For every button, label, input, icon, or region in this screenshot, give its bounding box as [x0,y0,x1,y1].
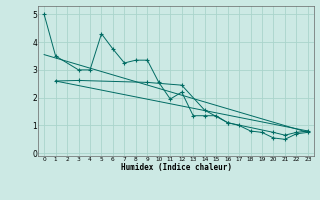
X-axis label: Humidex (Indice chaleur): Humidex (Indice chaleur) [121,163,231,172]
